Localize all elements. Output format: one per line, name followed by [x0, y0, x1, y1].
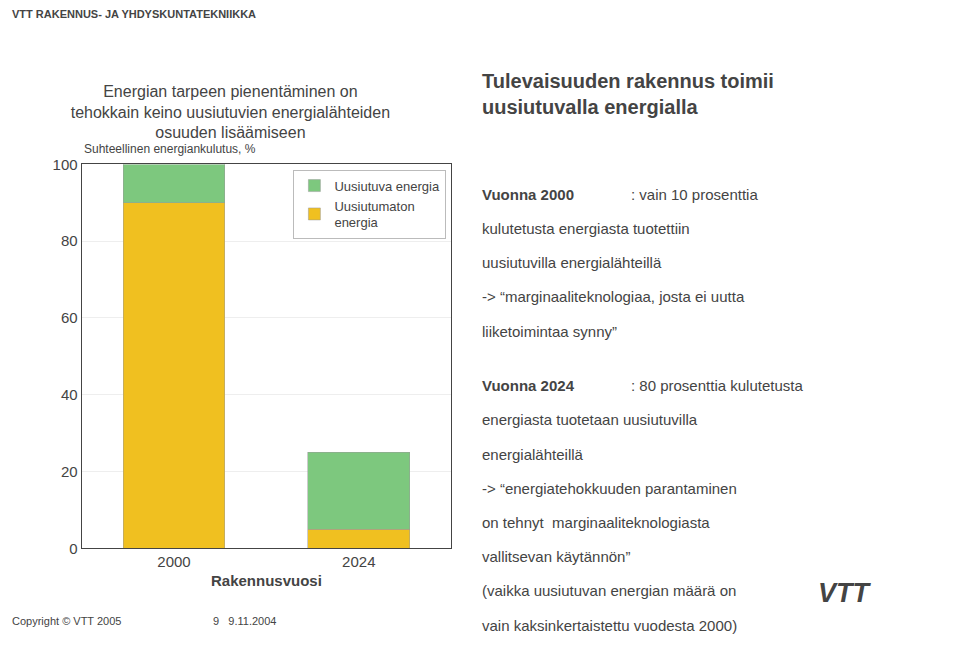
svg-text:100: 100: [53, 156, 78, 173]
svg-text:80: 80: [61, 232, 78, 249]
svg-text:: vain 10 prosenttia: : vain 10 prosenttia: [631, 186, 758, 203]
svg-text:60: 60: [61, 309, 78, 326]
svg-text:2000: 2000: [157, 553, 190, 570]
svg-text:0: 0: [69, 540, 77, 557]
svg-text:on tehnyt marginaaliteknologi: on tehnyt marginaaliteknologiasta: [482, 514, 710, 531]
svg-text:Uusiutuva energia: Uusiutuva energia: [334, 179, 440, 194]
svg-text:: 80 prosenttia kulutetusta: : 80 prosenttia kulutetusta: [631, 377, 803, 394]
svg-text:energiasta tuotetaan uusiutuvi: energiasta tuotetaan uusiutuvilla: [482, 411, 698, 428]
svg-text:40: 40: [61, 386, 78, 403]
svg-text:Vuonna 2024: Vuonna 2024: [482, 377, 575, 394]
svg-text:(vaikka uusiutuvan energian mä: (vaikka uusiutuvan energian määrä on: [482, 582, 736, 599]
svg-text:vallitsevan käytännön”: vallitsevan käytännön”: [482, 548, 630, 565]
svg-text:energialähteillä: energialähteillä: [482, 446, 584, 463]
svg-text:Uusiutumatonenergia: Uusiutumatonenergia: [334, 199, 414, 231]
svg-text:VTT: VTT: [818, 578, 872, 608]
svg-text:-> “marginaaliteknologiaa, jos: -> “marginaaliteknologiaa, josta ei uutt…: [482, 288, 745, 305]
svg-text:Tulevaisuuden rakennus toimiiu: Tulevaisuuden rakennus toimiiuusiutuvall…: [482, 70, 774, 118]
svg-text:2024: 2024: [342, 553, 375, 570]
svg-text:Vuonna 2000: Vuonna 2000: [482, 186, 574, 203]
svg-text:vain kaksinkertaistettu vuodes: vain kaksinkertaistettu vuodesta 2000): [482, 617, 737, 634]
svg-text:20: 20: [61, 463, 78, 480]
svg-text:Rakennusvuosi: Rakennusvuosi: [211, 572, 322, 589]
svg-text:Suhteellinen energiankulutus,: Suhteellinen energiankulutus, %: [84, 142, 256, 156]
svg-text:Energian tarpeen pienentäminen: Energian tarpeen pienentäminen ontehokka…: [71, 83, 390, 142]
svg-text:liiketoimintaa synny”: liiketoimintaa synny”: [482, 323, 617, 340]
svg-text:VTT RAKENNUS- JA YHDYSKUNTATEK: VTT RAKENNUS- JA YHDYSKUNTATEKNIIKKA: [12, 8, 256, 20]
svg-text:kulutetusta energiasta tuotett: kulutetusta energiasta tuotettiin: [482, 220, 690, 237]
svg-text:uusiutuvilla energialähteillä: uusiutuvilla energialähteillä: [482, 254, 662, 271]
svg-text:-> “energiatehokkuuden paranta: -> “energiatehokkuuden parantaminen: [482, 480, 737, 497]
svg-text:9 9.11.2004: 9 9.11.2004: [213, 615, 276, 627]
svg-text:Copyright © VTT 2005: Copyright © VTT 2005: [12, 615, 121, 627]
